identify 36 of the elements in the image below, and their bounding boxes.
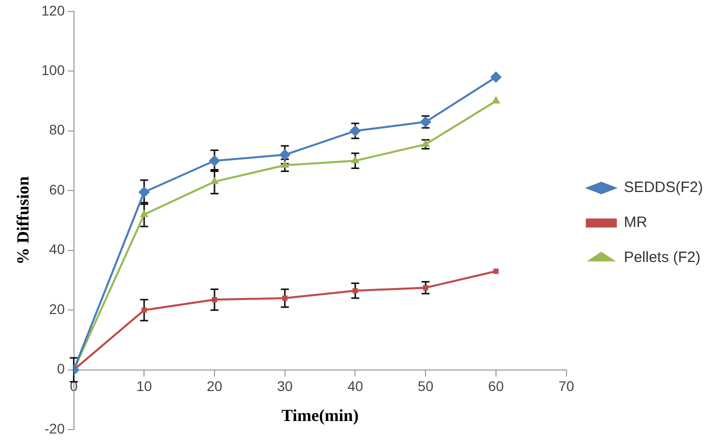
y-tick-label: 40 <box>49 241 65 258</box>
legend-label: MR <box>624 214 648 232</box>
point <box>422 140 430 147</box>
x-tick-label: 10 <box>136 378 152 394</box>
point <box>138 186 150 198</box>
point <box>492 96 500 104</box>
x-tick-label: 50 <box>418 378 434 394</box>
x-tick-label: 40 <box>347 378 364 394</box>
point <box>490 72 502 83</box>
point <box>208 155 220 166</box>
legend-label: SEDDS(F2) <box>624 179 704 196</box>
y-tick-label: 100 <box>41 62 65 78</box>
point <box>280 160 289 168</box>
y-tick-label: -20 <box>44 420 65 436</box>
x-tick-label: 70 <box>558 378 574 394</box>
point <box>350 125 361 136</box>
point <box>351 156 360 164</box>
x-tick-label: 60 <box>488 378 504 394</box>
y-tick-label: 20 <box>49 300 65 317</box>
y-tick-label: 60 <box>49 181 65 198</box>
point <box>210 177 218 184</box>
x-tick-label: 20 <box>206 378 222 394</box>
y-axis-title: % Diffusion <box>14 176 33 265</box>
point <box>212 297 218 302</box>
legend-label: Pellets (F2) <box>624 249 701 266</box>
y-tick-label: 80 <box>49 122 65 138</box>
point <box>493 268 499 274</box>
x-tick-label: 30 <box>277 378 293 394</box>
point <box>282 296 288 301</box>
point <box>140 210 148 218</box>
point <box>142 307 147 313</box>
x-axis-title: Time(min) <box>281 406 359 426</box>
point <box>279 149 290 160</box>
point <box>352 288 358 294</box>
y-tick-label: 0 <box>56 360 65 377</box>
y-tick-label: 120 <box>41 2 65 18</box>
